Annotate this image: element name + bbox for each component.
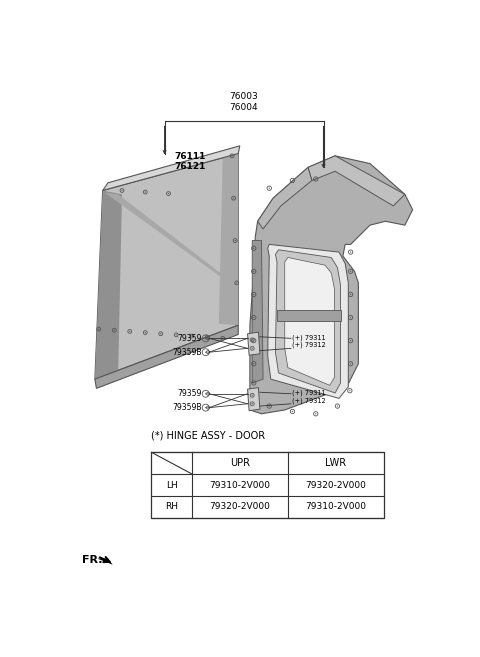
Polygon shape: [105, 193, 238, 286]
Circle shape: [207, 407, 209, 408]
Text: 79320-2V000: 79320-2V000: [306, 480, 366, 489]
Polygon shape: [103, 146, 240, 191]
Circle shape: [129, 330, 131, 332]
Text: 79310-2V000: 79310-2V000: [305, 503, 367, 511]
Circle shape: [205, 351, 206, 353]
Circle shape: [168, 193, 169, 194]
Circle shape: [207, 338, 209, 339]
Circle shape: [253, 294, 254, 295]
Circle shape: [121, 190, 122, 191]
Circle shape: [144, 332, 146, 333]
Circle shape: [231, 155, 233, 156]
Text: UPR: UPR: [230, 458, 250, 468]
Circle shape: [207, 393, 209, 394]
FancyBboxPatch shape: [152, 452, 384, 518]
Circle shape: [350, 252, 351, 253]
Circle shape: [350, 271, 351, 272]
Circle shape: [253, 382, 254, 384]
Polygon shape: [95, 191, 122, 379]
Circle shape: [144, 191, 146, 193]
Text: RH: RH: [165, 503, 178, 511]
Circle shape: [315, 413, 316, 415]
Text: 76111
76121: 76111 76121: [175, 152, 206, 171]
Circle shape: [253, 363, 254, 365]
Circle shape: [253, 271, 254, 272]
Circle shape: [98, 328, 99, 330]
Text: 79359: 79359: [178, 334, 202, 343]
Polygon shape: [250, 156, 413, 414]
Text: 76003
76004: 76003 76004: [229, 92, 258, 112]
Circle shape: [253, 248, 254, 249]
Text: LH: LH: [166, 480, 178, 489]
Polygon shape: [277, 310, 341, 321]
Circle shape: [292, 180, 293, 181]
Polygon shape: [248, 388, 260, 411]
Circle shape: [207, 351, 209, 353]
Text: (*) HINGE ASSY - DOOR: (*) HINGE ASSY - DOOR: [152, 431, 265, 441]
Polygon shape: [258, 168, 312, 229]
Text: (+) 79311
(+) 79312: (+) 79311 (+) 79312: [292, 334, 326, 348]
Text: 79320-2V000: 79320-2V000: [210, 503, 271, 511]
Circle shape: [233, 198, 234, 199]
Text: LWR: LWR: [325, 458, 347, 468]
Circle shape: [252, 403, 253, 405]
Polygon shape: [308, 156, 405, 206]
Polygon shape: [276, 250, 340, 393]
Circle shape: [350, 363, 351, 365]
Polygon shape: [97, 558, 113, 565]
Circle shape: [235, 240, 236, 241]
Circle shape: [252, 348, 253, 349]
FancyArrowPatch shape: [100, 557, 109, 562]
Polygon shape: [252, 240, 263, 383]
Text: 79359B: 79359B: [172, 403, 202, 412]
Circle shape: [350, 294, 351, 295]
Text: 79310-2V000: 79310-2V000: [210, 480, 271, 489]
Polygon shape: [268, 244, 348, 398]
Circle shape: [292, 411, 293, 412]
Circle shape: [315, 178, 316, 179]
Circle shape: [350, 340, 351, 341]
Polygon shape: [248, 332, 260, 355]
Circle shape: [205, 393, 206, 394]
Circle shape: [222, 338, 223, 339]
Circle shape: [269, 187, 270, 189]
Circle shape: [252, 339, 253, 340]
Circle shape: [253, 340, 254, 341]
Circle shape: [176, 334, 177, 336]
Circle shape: [349, 390, 350, 392]
Polygon shape: [285, 258, 335, 385]
Circle shape: [206, 336, 208, 338]
Circle shape: [252, 395, 253, 396]
Polygon shape: [95, 325, 238, 388]
Circle shape: [205, 407, 206, 408]
Text: FR.: FR.: [82, 555, 102, 565]
Polygon shape: [95, 154, 238, 379]
Circle shape: [269, 405, 270, 407]
Text: 79359B: 79359B: [172, 348, 202, 357]
Text: 79359: 79359: [178, 389, 202, 398]
Text: (+) 79311
(+) 79312: (+) 79311 (+) 79312: [292, 390, 326, 404]
Polygon shape: [219, 154, 238, 325]
Circle shape: [253, 317, 254, 318]
Circle shape: [350, 317, 351, 318]
Circle shape: [114, 330, 115, 331]
Circle shape: [160, 333, 161, 334]
Circle shape: [236, 283, 237, 284]
Circle shape: [205, 338, 206, 339]
Circle shape: [337, 405, 338, 407]
